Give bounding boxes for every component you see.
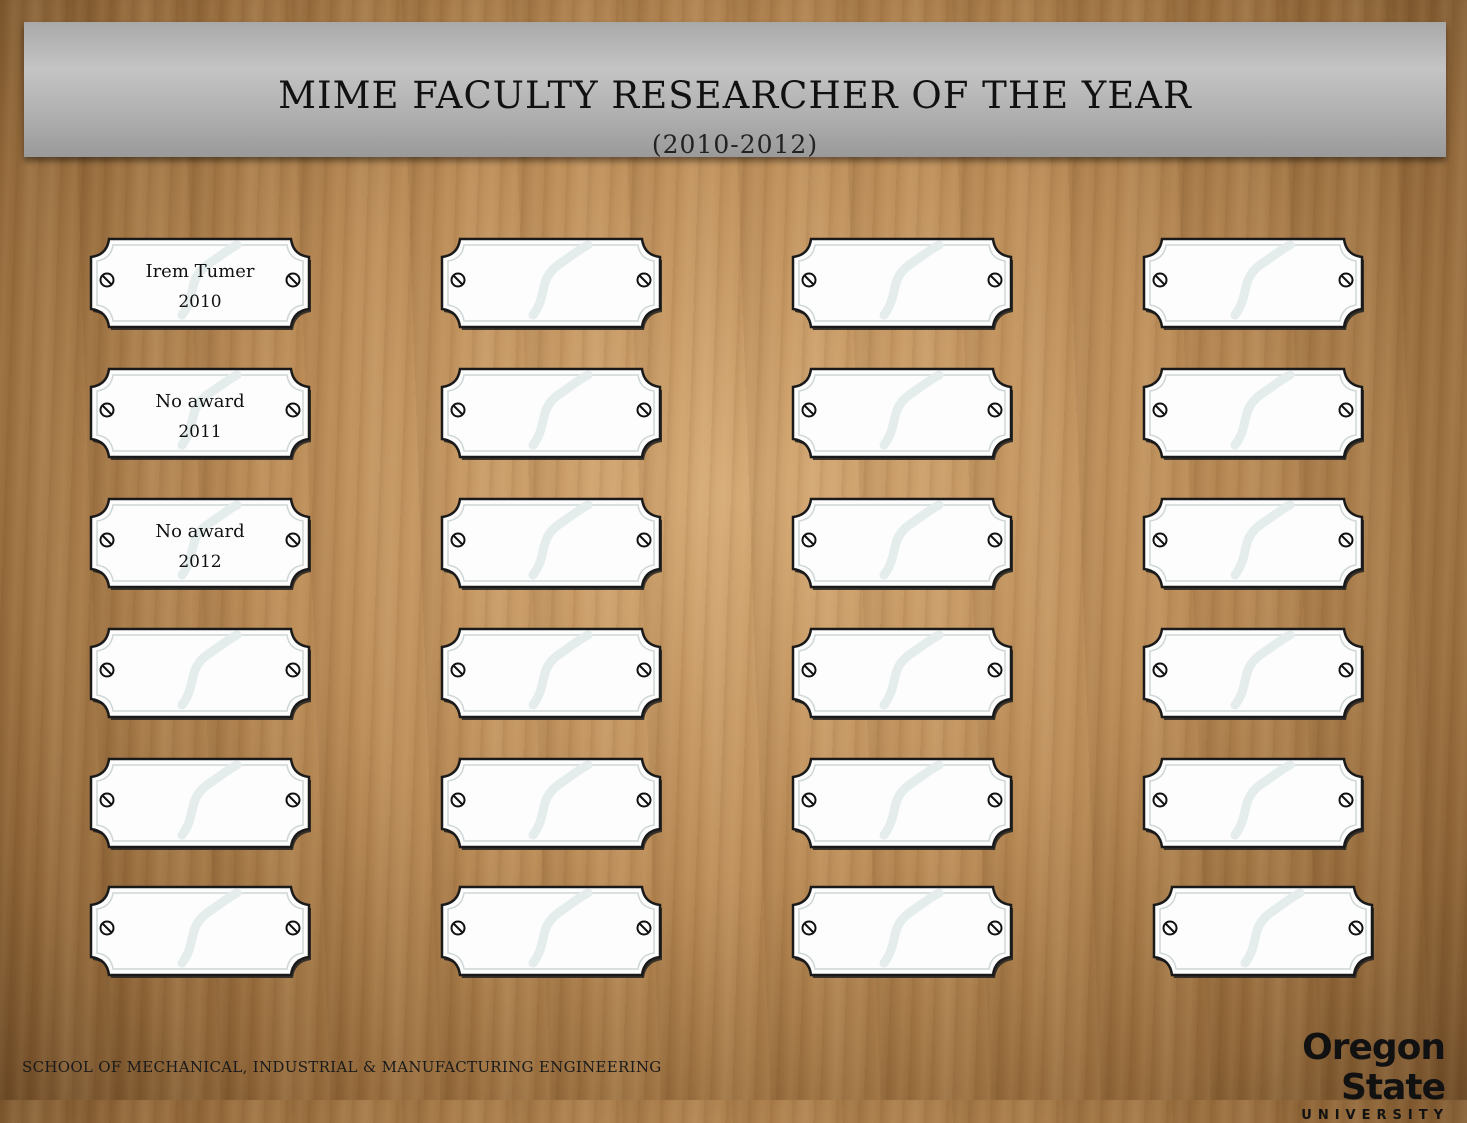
plaque <box>1140 495 1366 591</box>
plaque-frame <box>89 757 311 850</box>
plaque-frame <box>440 367 662 460</box>
plaque <box>438 495 664 591</box>
plaque-name: No award <box>155 521 245 542</box>
plaque-frame <box>440 885 662 978</box>
plaque <box>789 235 1015 331</box>
plaque-frame <box>791 367 1013 460</box>
plaque-frame <box>1142 627 1364 720</box>
plaque <box>1140 625 1366 721</box>
plaque-frame <box>1142 757 1364 850</box>
plaque-frame <box>89 367 311 460</box>
plaque <box>789 495 1015 591</box>
plaque-frame <box>1142 237 1364 330</box>
plaque <box>438 235 664 331</box>
plaque-grid: Irem Tumer 2010 No award 2011 No award 2012 <box>87 235 1376 979</box>
plaque <box>1140 755 1366 851</box>
school-name: SCHOOL OF MECHANICAL, INDUSTRIAL & MANUF… <box>22 1058 662 1076</box>
plaque-frame <box>89 627 311 720</box>
plaque-frame <box>440 237 662 330</box>
plaque-year: 2010 <box>178 292 222 312</box>
plaque-year: 2012 <box>178 552 222 572</box>
plaque <box>1140 365 1366 461</box>
plaque-frame <box>440 627 662 720</box>
plaque-frame <box>791 237 1013 330</box>
plaque <box>1140 235 1366 331</box>
plaque <box>87 755 313 851</box>
plaque-name: Irem Tumer <box>145 261 255 282</box>
plaque-frame <box>440 757 662 850</box>
plaque: No award 2011 <box>87 365 313 461</box>
plaque <box>87 625 313 721</box>
plaque-frame <box>440 497 662 590</box>
plaque <box>1150 883 1376 979</box>
plaque <box>789 365 1015 461</box>
plaque-frame <box>791 497 1013 590</box>
plaque-frame <box>89 885 311 978</box>
plaque-frame <box>1142 367 1364 460</box>
plaque-frame <box>791 757 1013 850</box>
plaque-frame <box>1152 885 1374 978</box>
page-title: MIME FACULTY RESEARCHER OF THE YEAR <box>278 74 1192 117</box>
plaque-name: No award <box>155 391 245 412</box>
plaque-frame <box>89 237 311 330</box>
logo-subtext: UNIVERSITY <box>1301 1108 1449 1123</box>
plaque-frame <box>791 885 1013 978</box>
plaque <box>438 883 664 979</box>
plaque <box>438 625 664 721</box>
title-banner: MIME FACULTY RESEARCHER OF THE YEAR (201… <box>24 22 1446 159</box>
logo-wordmark: Oregon State <box>1302 1027 1446 1108</box>
page-subtitle: (2010-2012) <box>651 130 819 159</box>
plaque <box>789 755 1015 851</box>
plaque-frame <box>89 497 311 590</box>
plaque <box>789 883 1015 979</box>
plaque: No award 2012 <box>87 495 313 591</box>
plaque-frame <box>791 627 1013 720</box>
plaque <box>438 755 664 851</box>
plaque-year: 2011 <box>178 422 222 442</box>
plaque <box>789 625 1015 721</box>
university-logo: Oregon State UNIVERSITY <box>1235 1027 1446 1123</box>
plaque-frame <box>1142 497 1364 590</box>
plaque: Irem Tumer 2010 <box>87 235 313 331</box>
plaque <box>87 883 313 979</box>
plaque <box>438 365 664 461</box>
